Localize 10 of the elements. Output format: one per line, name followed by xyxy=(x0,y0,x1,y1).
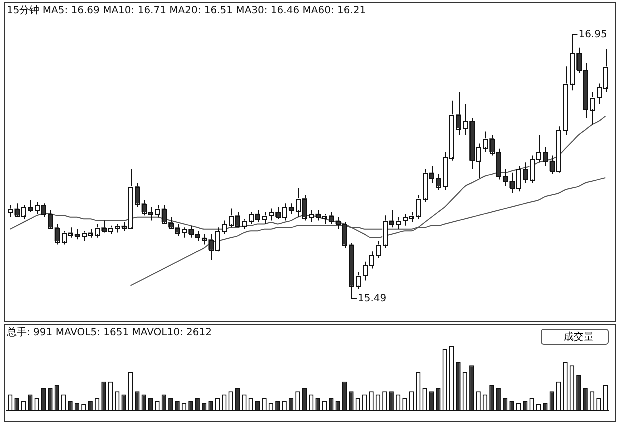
candlestick xyxy=(268,208,274,222)
chart-title: 总手: 991 MAVOL5: 1651 MAVOL10: 2612 xyxy=(6,326,212,339)
candlestick xyxy=(182,227,187,238)
chart-title: 15分钟 MA5: 16.69 MA10: 16.71 MA20: 16.51 MA30: 16.46 MA60: 16.21 xyxy=(7,4,366,17)
text: 15.49 xyxy=(358,294,387,305)
candlestick xyxy=(28,200,33,213)
candlestick xyxy=(523,162,528,184)
text: 成交量 xyxy=(541,329,609,345)
text: 16.95 xyxy=(578,30,608,41)
candlestick xyxy=(288,203,294,214)
